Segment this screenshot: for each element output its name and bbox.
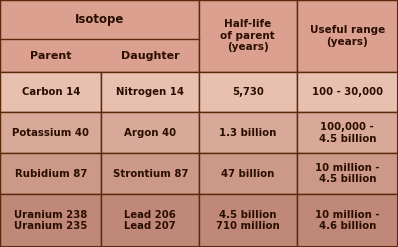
Text: 100,000 -
4.5 billion: 100,000 - 4.5 billion bbox=[318, 122, 376, 144]
Text: Nitrogen 14: Nitrogen 14 bbox=[116, 87, 184, 97]
Text: Half-life
of parent
(years): Half-life of parent (years) bbox=[220, 19, 275, 52]
Text: 10 million -
4.6 billion: 10 million - 4.6 billion bbox=[315, 210, 380, 231]
Bar bbox=[101, 112, 199, 153]
Bar bbox=[199, 72, 297, 112]
Text: Isotope: Isotope bbox=[75, 13, 124, 26]
Text: Rubidium 87: Rubidium 87 bbox=[15, 168, 87, 179]
Bar bbox=[297, 153, 398, 194]
Bar bbox=[199, 0, 297, 72]
Bar bbox=[0, 112, 101, 153]
Bar bbox=[0, 194, 101, 247]
Text: Lead 206
Lead 207: Lead 206 Lead 207 bbox=[124, 210, 176, 231]
Bar bbox=[0, 153, 101, 194]
Bar bbox=[101, 194, 199, 247]
Text: 47 billion: 47 billion bbox=[221, 168, 275, 179]
Bar bbox=[199, 153, 297, 194]
Text: 100 - 30,000: 100 - 30,000 bbox=[312, 87, 383, 97]
Bar bbox=[0, 0, 199, 72]
Bar bbox=[199, 194, 297, 247]
Bar bbox=[199, 112, 297, 153]
Text: 4.5 billion
710 million: 4.5 billion 710 million bbox=[216, 210, 280, 231]
Text: 1.3 billion: 1.3 billion bbox=[219, 128, 277, 138]
Text: Parent: Parent bbox=[30, 51, 72, 61]
Text: Uranium 238
Uranium 235: Uranium 238 Uranium 235 bbox=[14, 210, 88, 231]
Bar bbox=[101, 72, 199, 112]
Bar bbox=[297, 72, 398, 112]
Text: Carbon 14: Carbon 14 bbox=[21, 87, 80, 97]
Bar bbox=[101, 153, 199, 194]
Text: Useful range
(years): Useful range (years) bbox=[310, 25, 385, 47]
Bar bbox=[0, 72, 101, 112]
Bar bbox=[297, 194, 398, 247]
Text: Strontium 87: Strontium 87 bbox=[113, 168, 188, 179]
Text: 5,730: 5,730 bbox=[232, 87, 264, 97]
Text: Daughter: Daughter bbox=[121, 51, 179, 61]
Bar bbox=[297, 112, 398, 153]
Text: Potassium 40: Potassium 40 bbox=[12, 128, 89, 138]
Text: 10 million -
4.5 billion: 10 million - 4.5 billion bbox=[315, 163, 380, 184]
Text: Argon 40: Argon 40 bbox=[124, 128, 176, 138]
Bar bbox=[297, 0, 398, 72]
